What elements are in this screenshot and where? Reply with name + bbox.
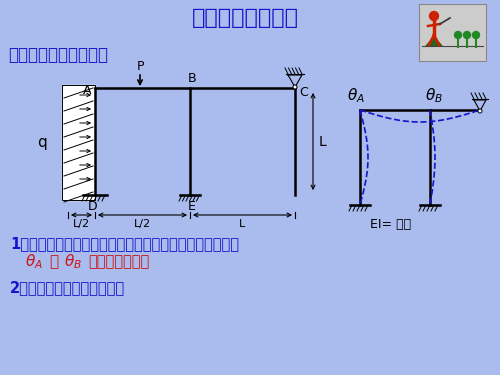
Text: C: C xyxy=(300,86,308,99)
Text: $\theta_A$: $\theta_A$ xyxy=(347,87,365,105)
Text: $\theta_B$: $\theta_B$ xyxy=(64,253,82,272)
Circle shape xyxy=(454,32,462,39)
Text: 一、无侧移刚架的计算: 一、无侧移刚架的计算 xyxy=(8,46,108,64)
Circle shape xyxy=(430,12,438,21)
Text: 是唯一确定的；: 是唯一确定的； xyxy=(88,255,149,270)
Circle shape xyxy=(472,32,480,39)
Circle shape xyxy=(478,109,482,113)
Text: EI= 常数: EI= 常数 xyxy=(370,217,411,231)
Polygon shape xyxy=(426,37,442,46)
Text: A: A xyxy=(83,84,91,96)
Text: 位移法的典型方程: 位移法的典型方程 xyxy=(192,8,298,28)
Text: L/2: L/2 xyxy=(134,219,151,229)
Text: 1、结构在荷载作用下的位移和变形是唯一确定的，特别的: 1、结构在荷载作用下的位移和变形是唯一确定的，特别的 xyxy=(10,237,239,252)
Text: $\theta_A$: $\theta_A$ xyxy=(25,253,43,272)
Text: E: E xyxy=(188,201,196,213)
Text: P: P xyxy=(136,60,144,72)
Text: L: L xyxy=(319,135,327,148)
FancyBboxPatch shape xyxy=(419,4,486,61)
Text: D: D xyxy=(88,201,98,213)
Text: q: q xyxy=(37,135,47,150)
Circle shape xyxy=(293,85,297,89)
Text: 2、结构内力是位移确定的。: 2、结构内力是位移确定的。 xyxy=(10,280,125,296)
Text: L: L xyxy=(240,219,246,229)
Text: ，: ， xyxy=(50,255,69,270)
Circle shape xyxy=(464,32,470,39)
Polygon shape xyxy=(62,85,95,200)
Text: B: B xyxy=(188,72,196,84)
Text: L/2: L/2 xyxy=(73,219,90,229)
Text: $\theta_B$: $\theta_B$ xyxy=(425,87,443,105)
